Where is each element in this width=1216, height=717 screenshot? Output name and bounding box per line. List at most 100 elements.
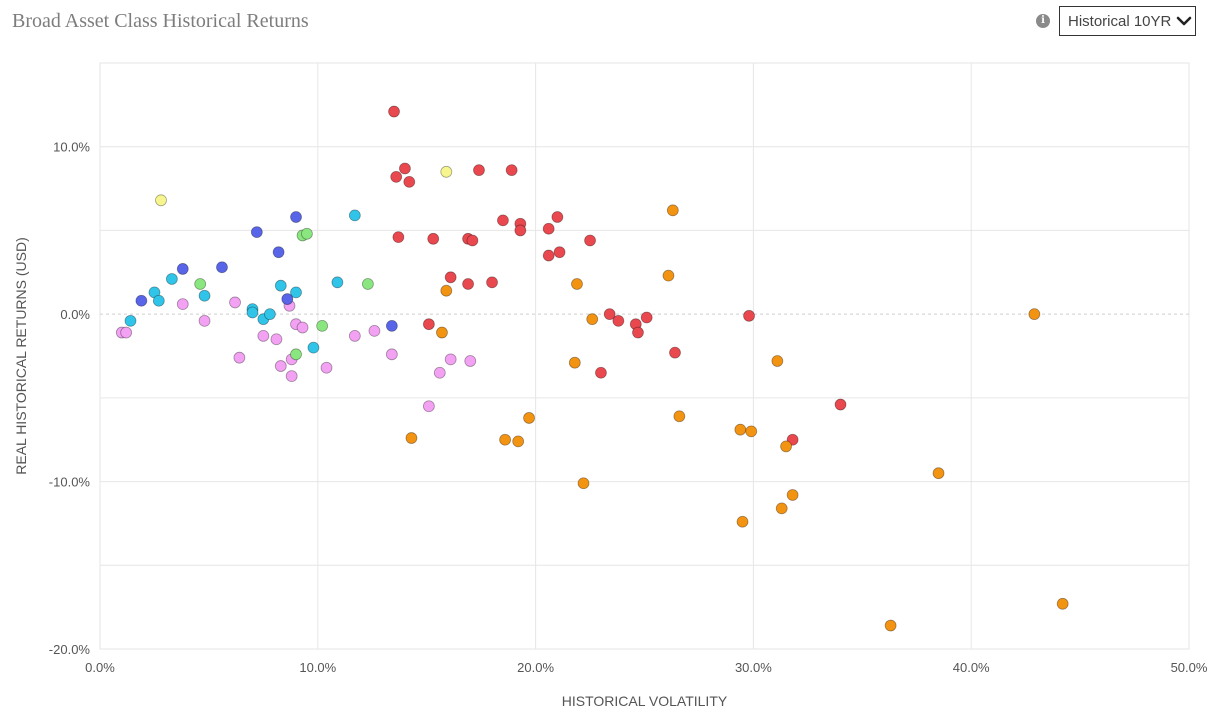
data-point-orange [673,410,686,423]
data-point-red [422,318,435,331]
x-tick-label: 30.0% [735,660,772,675]
data-point-pink [296,321,309,334]
data-point-orange [523,412,535,424]
data-point-orange [666,204,679,217]
data-point-cyan [246,306,259,319]
x-tick-label: 40.0% [953,660,990,675]
data-point-red [403,175,416,188]
data-point-red [392,231,405,244]
data-point-red [466,234,479,247]
y-axis-label: REAL HISTORICAL RETURNS (USD) [13,237,29,475]
data-point-pink [385,348,398,361]
data-point-orange [932,467,945,480]
data-point-red [390,170,403,183]
data-point-cyan [290,286,302,299]
x-tick-label: 20.0% [517,660,554,675]
data-point-blue [250,226,263,239]
data-point-orange [405,432,418,444]
grid-lines [99,62,1190,650]
data-point-cyan [307,341,320,354]
data-point-blue [176,263,189,275]
data-point-blue [272,246,285,259]
x-tick-labels: 0.0% 10.0% 20.0% 30.0% 40.0% 50.0% [85,660,1208,675]
data-point-pink [444,353,457,366]
data-point-green [301,227,313,240]
data-point-red [595,366,607,379]
data-point-red [399,162,411,175]
data-point-blue [385,319,398,332]
data-point-orange [568,356,581,369]
y-tick-label: -10.0% [49,475,91,490]
data-point-red [834,398,847,411]
data-point-pink [270,333,283,346]
x-tick-label: 10.0% [299,660,336,675]
data-point-green [316,319,329,332]
chevron-down-icon [1176,15,1192,27]
data-point-cyan [263,308,276,321]
data-point-red [553,246,566,259]
data-point-pink [120,326,133,339]
x-axis-label: HISTORICAL VOLATILITY [562,693,728,709]
data-point-red [551,211,564,223]
data-point-orange [512,435,525,448]
plot-border [99,62,1190,650]
data-point-pink [176,298,189,310]
x-tick-label: 50.0% [1171,660,1208,675]
data-point-orange [775,502,788,515]
data-point-red [603,308,616,321]
data-point-pink [433,366,446,379]
data-point-orange [577,477,590,490]
data-point-pink [320,361,333,374]
chart-title: Broad Asset Class Historical Returns [12,10,309,32]
data-points [115,105,1069,632]
data-point-red [473,164,485,177]
data-point-red [427,232,440,245]
data-point-pink [229,296,241,309]
data-point-orange [586,313,599,326]
data-point-blue [281,293,294,305]
data-point-red [388,105,400,118]
data-point-red [669,346,681,359]
data-point-cyan [274,279,287,292]
data-point-orange [1056,597,1069,610]
y-tick-label: -20.0% [49,642,91,657]
data-point-red [640,311,653,324]
data-point-red [542,249,555,262]
data-point-red [486,276,498,289]
data-point-pink [422,400,435,413]
data-point-green [361,278,374,290]
data-point-red [505,164,518,177]
y-tick-labels: 10.0% 0.0% -10.0% -20.0% [49,140,91,657]
data-point-red [632,326,644,339]
data-point-blue [290,211,302,223]
data-point-red [497,214,509,227]
data-point-cyan [348,209,361,222]
data-point-red [542,222,555,235]
y-tick-label: 10.0% [53,140,90,155]
data-point-blue [216,261,228,274]
data-point-orange [571,278,583,290]
data-point-pink [348,330,361,342]
data-point-red [514,224,527,237]
data-point-green [194,278,207,290]
data-point-blue [135,294,148,307]
data-point-cyan [124,314,137,327]
period-dropdown[interactable]: Historical 10YR [1059,6,1196,36]
data-point-pink [257,330,270,342]
data-point-cyan [198,289,211,302]
data-point-red [743,309,755,322]
data-point-orange [786,489,799,501]
x-tick-label: 0.0% [85,660,115,675]
data-point-orange [745,425,758,438]
data-point-pink [233,351,246,364]
data-point-orange [780,440,792,453]
data-point-cyan [331,276,344,289]
data-point-cyan [165,273,178,285]
data-point-red [584,234,596,247]
data-point-cyan [152,294,165,307]
data-point-pink [285,370,298,382]
info-icon[interactable]: i [1036,14,1050,28]
data-point-pink [274,360,287,372]
data-point-pink [368,324,381,337]
